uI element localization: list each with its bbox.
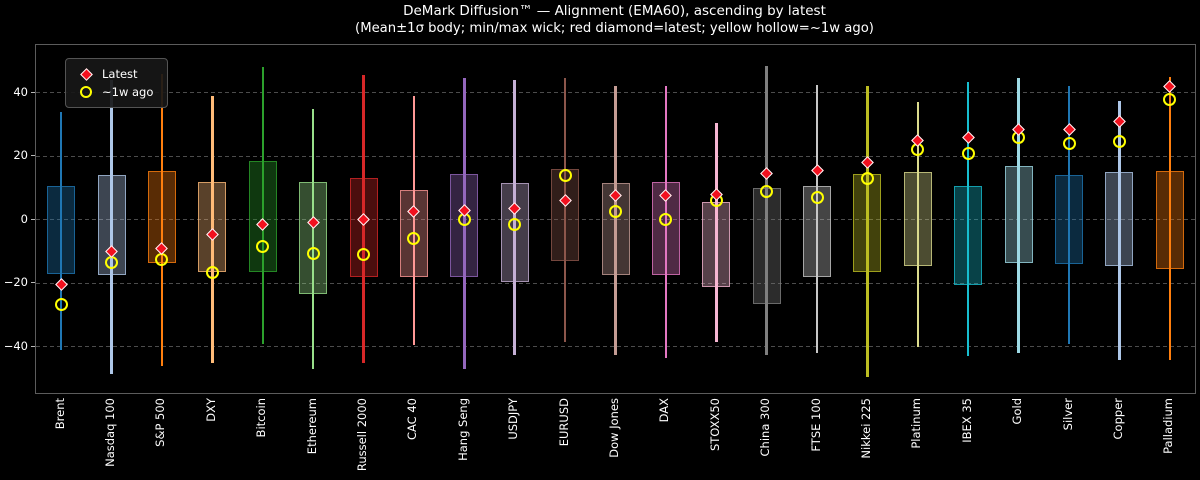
week-ago-marker-FTSE 100 xyxy=(810,191,824,205)
week-ago-marker-Copper xyxy=(1112,135,1126,149)
week-ago-marker-Palladium xyxy=(1163,92,1177,106)
y-tick-mark xyxy=(31,218,35,220)
candle-wick-CAC 40 xyxy=(412,95,416,346)
latest-marker-Copper xyxy=(1113,114,1126,128)
y-tick-mark xyxy=(31,91,35,93)
candle-wick-S&P 500 xyxy=(160,73,164,366)
week-ago-marker-China 300 xyxy=(760,184,774,198)
x-label-Dow Jones: Dow Jones xyxy=(607,398,621,458)
week-ago-marker-IBEX 35 xyxy=(961,146,975,160)
legend: Latest ~1w ago xyxy=(65,58,169,108)
candle-wick-Copper xyxy=(1118,100,1121,360)
x-label-STOXX50: STOXX50 xyxy=(707,398,722,452)
week-ago-marker-DXY xyxy=(205,265,219,279)
y-tick-label: −20 xyxy=(3,275,28,290)
candle-wick-EURUSD xyxy=(563,78,567,343)
x-label-FTSE 100: FTSE 100 xyxy=(808,398,823,452)
x-label-USDJPY: USDJPY xyxy=(506,398,521,440)
x-label-China 300: China 300 xyxy=(758,398,773,457)
week-ago-marker-DAX xyxy=(659,213,673,227)
candle-wick-Nasdaq 100 xyxy=(110,79,113,374)
yellow-hollow-circle-icon xyxy=(80,86,92,98)
y-tick-mark xyxy=(31,155,35,157)
red-diamond-icon xyxy=(79,67,93,81)
week-ago-marker-USDJPY xyxy=(508,218,522,232)
x-label-IBEX 35: IBEX 35 xyxy=(959,398,974,443)
x-axis: Brent Nasdaq 100 S&P 500 DXY Bitcoin Ethereum… xyxy=(35,398,1194,480)
x-label-Copper: Copper xyxy=(1110,398,1125,440)
legend-item-week-ago: ~1w ago xyxy=(75,83,153,101)
week-ago-marker-Russell 2000 xyxy=(357,248,371,262)
x-label-EURUSD: EURUSD xyxy=(556,398,571,447)
plot-area xyxy=(35,44,1196,394)
legend-marker-cell xyxy=(75,67,97,81)
latest-marker-Nikkei 225 xyxy=(861,156,874,169)
x-label-Silver: Silver xyxy=(1060,398,1075,431)
week-ago-marker-S&P 500 xyxy=(155,253,169,267)
latest-marker-Palladium xyxy=(1163,79,1177,93)
candle-wick-Brent xyxy=(59,111,63,351)
x-label-Platinum: Platinum xyxy=(909,398,924,449)
candle-wick-STOXX50 xyxy=(715,122,718,343)
candle-wick-China 300 xyxy=(765,65,768,355)
candle-wick-Nikkei 225 xyxy=(866,86,869,378)
latest-marker-Brent xyxy=(54,278,68,292)
week-ago-marker-Bitcoin xyxy=(256,240,270,254)
y-tick-label: −40 xyxy=(3,338,28,353)
y-tick-label: 0 xyxy=(20,211,28,226)
candle-wick-Silver xyxy=(1067,86,1071,344)
y-tick-label: 40 xyxy=(13,84,28,99)
candle-wick-FTSE 100 xyxy=(815,84,819,354)
week-ago-marker-Nikkei 225 xyxy=(860,171,874,185)
x-label-CAC 40: CAC 40 xyxy=(405,398,420,441)
x-label-Nikkei 225: Nikkei 225 xyxy=(858,398,873,459)
week-ago-marker-CAC 40 xyxy=(407,232,421,246)
x-label-DXY: DXY xyxy=(203,398,218,422)
x-label-Gold: Gold xyxy=(1010,398,1025,425)
candle-wick-Bitcoin xyxy=(261,67,264,344)
latest-marker-China 300 xyxy=(760,167,774,181)
x-label-Nasdaq 100: Nasdaq 100 xyxy=(103,398,118,467)
candle-wick-Gold xyxy=(1017,78,1020,354)
week-ago-marker-EURUSD xyxy=(558,168,572,182)
week-ago-marker-Silver xyxy=(1062,137,1076,151)
x-label-Bitcoin: Bitcoin xyxy=(254,398,269,438)
x-label-Ethereum: Ethereum xyxy=(304,398,319,455)
x-label-S&P 500: S&P 500 xyxy=(153,398,168,447)
candle-wick-Platinum xyxy=(916,102,920,347)
legend-week-ago-label: ~1w ago xyxy=(102,85,154,99)
latest-marker-IBEX 35 xyxy=(961,130,975,144)
x-label-Brent: Brent xyxy=(52,398,67,430)
legend-item-latest: Latest xyxy=(75,65,153,83)
candle-wick-IBEX 35 xyxy=(966,81,970,357)
legend-latest-label: Latest xyxy=(102,67,138,81)
chart-subtitle: (Mean±1σ body; min/max wick; red diamond… xyxy=(355,21,874,36)
candle-wick-Palladium xyxy=(1168,76,1172,360)
candle-wick-Dow Jones xyxy=(614,86,617,355)
week-ago-marker-Brent xyxy=(54,297,68,311)
x-label-Hang Seng: Hang Seng xyxy=(455,398,470,461)
y-tick-label: 20 xyxy=(13,148,28,163)
week-ago-marker-Ethereum xyxy=(306,246,320,260)
y-tick-mark xyxy=(31,282,35,284)
candle-wick-Ethereum xyxy=(311,108,315,370)
legend-marker-cell xyxy=(75,86,97,98)
x-label-Russell 2000: Russell 2000 xyxy=(355,398,370,472)
x-label-Palladium: Palladium xyxy=(1161,398,1176,454)
x-label-DAX: DAX xyxy=(657,398,672,423)
chart-title: DeMark Diffusion™ — Alignment (EMA60), a… xyxy=(403,3,826,19)
candle-wick-USDJPY xyxy=(513,79,516,355)
y-tick-mark xyxy=(31,345,35,347)
week-ago-marker-Dow Jones xyxy=(609,205,622,219)
latest-marker-FTSE 100 xyxy=(810,164,824,177)
latest-marker-Silver xyxy=(1062,122,1076,136)
